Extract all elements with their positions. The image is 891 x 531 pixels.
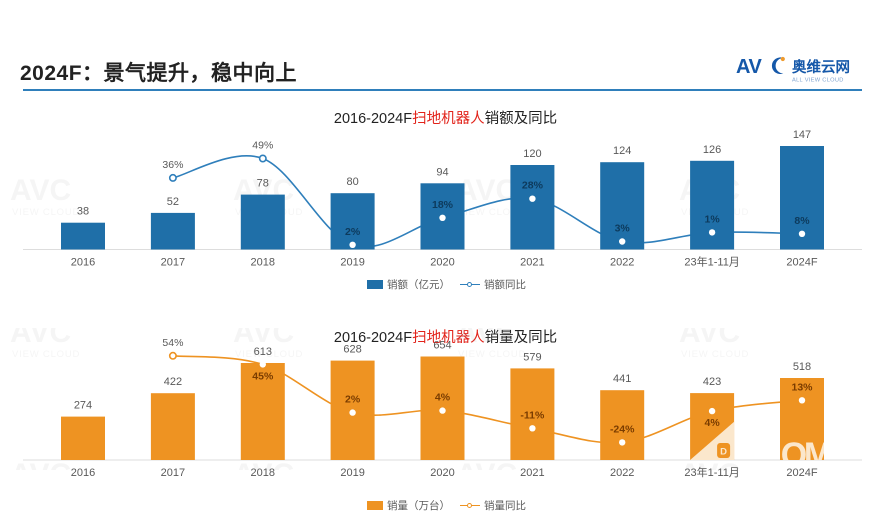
svg-text:2020: 2020 [430, 467, 454, 479]
svg-text:13%: 13% [791, 381, 813, 393]
svg-text:2019: 2019 [340, 467, 364, 479]
svg-text:2016: 2016 [71, 467, 95, 479]
svg-text:423: 423 [703, 376, 721, 388]
svg-text:613: 613 [254, 346, 272, 358]
svg-text:579: 579 [523, 351, 541, 363]
svg-text:518: 518 [793, 361, 811, 373]
svg-text:4%: 4% [705, 417, 721, 429]
svg-text:54%: 54% [162, 337, 183, 349]
svg-text:2021: 2021 [520, 467, 544, 479]
svg-text:-11%: -11% [520, 409, 545, 421]
svg-text:D: D [720, 447, 727, 458]
svg-text:45%: 45% [252, 370, 274, 382]
svg-text:-24%: -24% [610, 423, 635, 435]
svg-text:2018: 2018 [251, 467, 275, 479]
svg-text:2%: 2% [345, 394, 361, 406]
svg-text:628: 628 [343, 344, 361, 356]
svg-text:441: 441 [613, 373, 631, 385]
svg-text:2024F: 2024F [786, 467, 817, 479]
svg-text:4%: 4% [435, 392, 451, 404]
svg-text:422: 422 [164, 376, 182, 388]
svg-text:654: 654 [433, 340, 451, 352]
svg-text:23年1-11月: 23年1-11月 [684, 465, 739, 479]
svg-text:2022: 2022 [610, 467, 634, 479]
svg-text:274: 274 [74, 400, 92, 412]
svg-text:2017: 2017 [161, 467, 185, 479]
